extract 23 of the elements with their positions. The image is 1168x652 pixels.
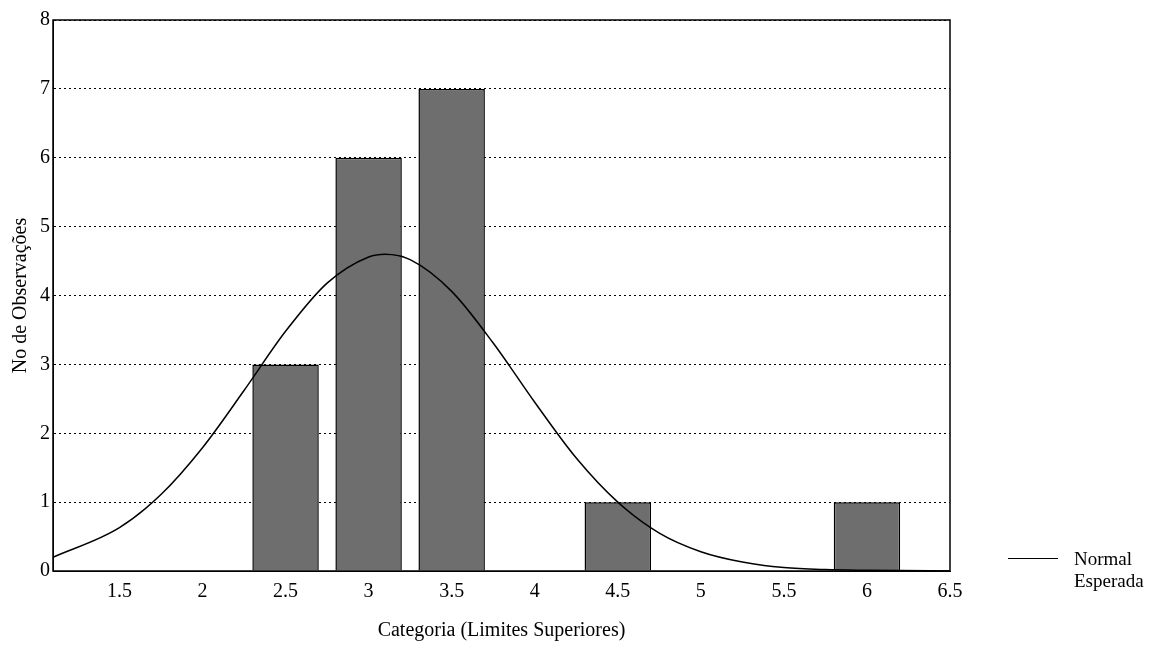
y-tick-label: 4 — [40, 282, 50, 305]
x-tick-label: 1.5 — [106, 579, 132, 602]
x-tick-label: 6 — [861, 579, 872, 602]
x-tick-label: 3 — [363, 579, 374, 602]
y-tick-label: 2 — [40, 420, 50, 443]
x-axis-title: Categoria (Limites Superiores) — [377, 618, 626, 642]
x-tick-label: 3.5 — [439, 579, 465, 602]
x-tick-label: 4 — [529, 579, 540, 602]
y-axis-title: No de Observações — [8, 217, 32, 374]
y-tick-label: 1 — [40, 489, 50, 512]
x-tick-label: 5.5 — [771, 579, 797, 602]
x-tick-label: 2 — [197, 579, 208, 602]
y-tick-label: 3 — [40, 351, 50, 374]
y-tick-label: 5 — [40, 213, 50, 236]
x-tick-label: 4.5 — [605, 579, 631, 602]
legend-label: Normal Esperada — [1074, 548, 1145, 592]
y-tick-label: 0 — [40, 558, 50, 581]
y-tick-label: 8 — [40, 7, 50, 30]
x-tick-label: 2.5 — [273, 579, 299, 602]
y-tick-label: 6 — [40, 145, 50, 167]
y-tick-label: 7 — [40, 76, 50, 99]
x-tick-label: 6.5 — [937, 579, 963, 602]
x-tick-label: 5 — [695, 579, 706, 602]
